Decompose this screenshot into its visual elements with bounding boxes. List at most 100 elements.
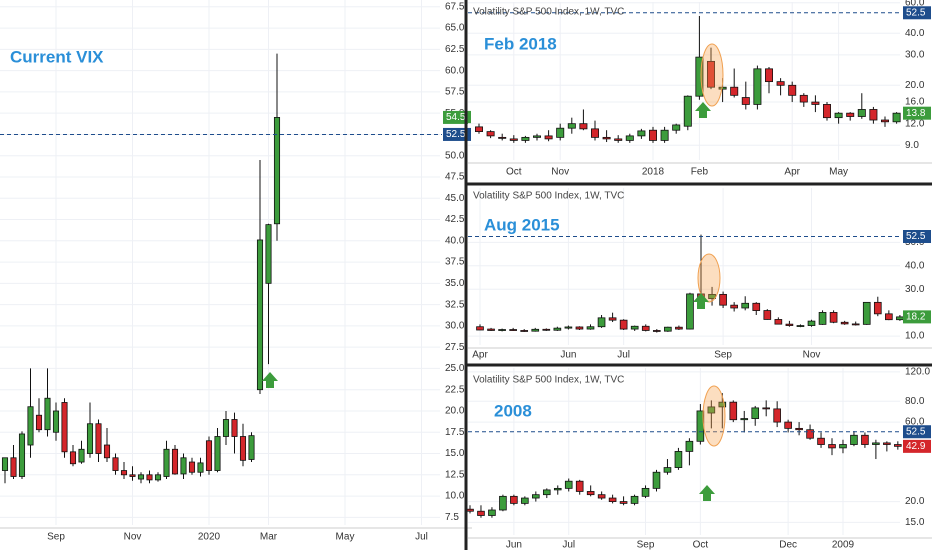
candle-body xyxy=(112,457,119,471)
candle-body xyxy=(532,494,540,499)
y-tick-label: 120.0 xyxy=(905,367,930,378)
candle-body xyxy=(872,442,880,445)
candle-body xyxy=(180,457,187,475)
candle-body xyxy=(840,321,849,325)
candle-body xyxy=(477,510,485,516)
x-tick-label: Mar xyxy=(260,532,278,543)
candle-body xyxy=(499,495,507,511)
price-box xyxy=(903,230,931,244)
candle-body xyxy=(672,124,681,131)
candle-body xyxy=(567,123,576,129)
candle-body xyxy=(197,462,204,473)
candle-body xyxy=(873,301,882,315)
y-tick-label: 47.5 xyxy=(445,172,465,183)
candle-body xyxy=(765,68,773,83)
candle-body xyxy=(188,461,196,473)
candle-body xyxy=(544,135,553,140)
candle-body xyxy=(637,130,646,137)
candle-body xyxy=(154,474,162,481)
y-tick-label: 7.5 xyxy=(445,512,459,523)
candle-body xyxy=(707,406,716,414)
candle-body xyxy=(18,433,26,477)
candle-body xyxy=(533,135,541,138)
y-tick-label: 67.5 xyxy=(445,1,465,12)
candle-body xyxy=(163,448,170,477)
candle-body xyxy=(773,408,781,423)
y-tick-label: 12.5 xyxy=(445,469,465,480)
x-tick-label: Apr xyxy=(784,167,800,178)
candle-body xyxy=(885,313,893,321)
y-tick-label: 27.5 xyxy=(445,342,465,353)
candle-body xyxy=(707,60,715,88)
candle-body xyxy=(850,434,858,445)
candle-body xyxy=(806,429,814,439)
candle-body xyxy=(498,329,506,331)
candle-body xyxy=(785,323,794,326)
last-price-box xyxy=(443,110,471,124)
candle-body xyxy=(741,97,750,105)
x-tick-label: Sep xyxy=(714,350,732,361)
candle-body xyxy=(564,480,573,489)
annotation: Feb 2018 xyxy=(484,34,557,53)
candle-body xyxy=(741,302,750,309)
candle-body xyxy=(811,101,820,105)
x-tick-label: Nov xyxy=(803,350,821,361)
last-price-label: 18.2 xyxy=(906,312,926,323)
price-box xyxy=(903,425,931,439)
x-tick-label: 2009 xyxy=(832,540,855,550)
candle-body xyxy=(619,319,628,330)
candle-body xyxy=(625,135,634,141)
candle-body xyxy=(487,328,495,331)
y-tick-label: 16.0 xyxy=(905,97,925,108)
candle-body xyxy=(510,495,518,504)
x-tick-label: Jul xyxy=(562,540,575,550)
annotation: Current VIX xyxy=(10,47,104,66)
candle-body xyxy=(575,326,584,330)
candle-body xyxy=(591,128,599,138)
y-tick-label: 37.5 xyxy=(445,257,465,268)
last-price-box xyxy=(903,310,931,324)
candle-body xyxy=(542,489,551,496)
candle-body xyxy=(718,401,727,408)
candle-body xyxy=(553,327,562,331)
candle-body xyxy=(531,328,540,332)
x-tick-label: 2020 xyxy=(198,532,221,543)
candle-body xyxy=(488,509,496,516)
candle-body xyxy=(788,84,797,96)
y-tick-label: 22.5 xyxy=(445,384,465,395)
candle-body xyxy=(556,127,565,138)
candle-body xyxy=(883,442,891,445)
y-tick-label: 30.0 xyxy=(905,284,925,295)
candle-body xyxy=(69,451,77,465)
candle-body xyxy=(579,123,588,130)
y-tick-label: 15.0 xyxy=(905,517,925,528)
x-tick-label: Sep xyxy=(47,532,65,543)
candle-body xyxy=(273,117,281,225)
candle-body xyxy=(641,487,650,497)
candle-body xyxy=(520,330,529,332)
price-label: 52.5 xyxy=(446,129,466,140)
candle-body xyxy=(881,119,889,123)
y-tick-label: 20.0 xyxy=(905,80,925,91)
last-price-label: 13.8 xyxy=(906,108,926,119)
last-price-box xyxy=(903,439,931,453)
y-tick-label: 10.0 xyxy=(905,331,925,342)
candle-body xyxy=(730,304,738,309)
candle-body xyxy=(95,423,102,454)
highlight xyxy=(700,43,724,107)
candle-body xyxy=(762,407,770,410)
candle-body xyxy=(839,444,847,449)
candle-body xyxy=(846,112,855,117)
y-tick-label: 62.5 xyxy=(445,44,465,55)
x-tick-label: Jun xyxy=(560,350,576,361)
candle-body xyxy=(795,427,803,431)
y-tick-label: 35.0 xyxy=(445,278,465,289)
candle-body xyxy=(86,423,94,454)
candle-body xyxy=(817,437,825,445)
candle-body xyxy=(602,136,611,140)
candle-body xyxy=(630,495,639,504)
candle-body xyxy=(61,402,68,453)
y-tick-label: 80.0 xyxy=(905,396,925,407)
candle-body xyxy=(818,312,827,325)
candle-body xyxy=(753,68,762,105)
